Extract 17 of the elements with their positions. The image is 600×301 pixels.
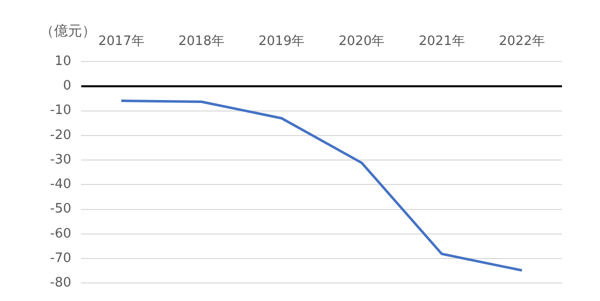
y-axis-title: （億元） xyxy=(40,24,96,40)
x-tick-label: 2020年 xyxy=(338,34,385,50)
y-tick-label: 0 xyxy=(62,78,72,94)
x-tick-label: 2019年 xyxy=(258,34,305,50)
y-tick-label: -10 xyxy=(50,103,72,118)
y-tick-label: -80 xyxy=(50,276,72,291)
x-tick-label: 2021年 xyxy=(418,34,465,50)
y-tick-label: -60 xyxy=(50,226,72,242)
x-tick-label: 2018年 xyxy=(178,34,224,50)
y-tick-label: 10 xyxy=(54,54,72,69)
y-tick-label: -20 xyxy=(50,128,72,143)
y-tick-label: -50 xyxy=(50,202,72,217)
y-tick-label: -70 xyxy=(50,250,72,266)
y-tick-label: -30 xyxy=(50,152,72,168)
x-tick-label: 2017年 xyxy=(98,34,144,50)
y-tick-label: -40 xyxy=(50,177,72,192)
x-tick-label: 2022年 xyxy=(498,34,545,50)
